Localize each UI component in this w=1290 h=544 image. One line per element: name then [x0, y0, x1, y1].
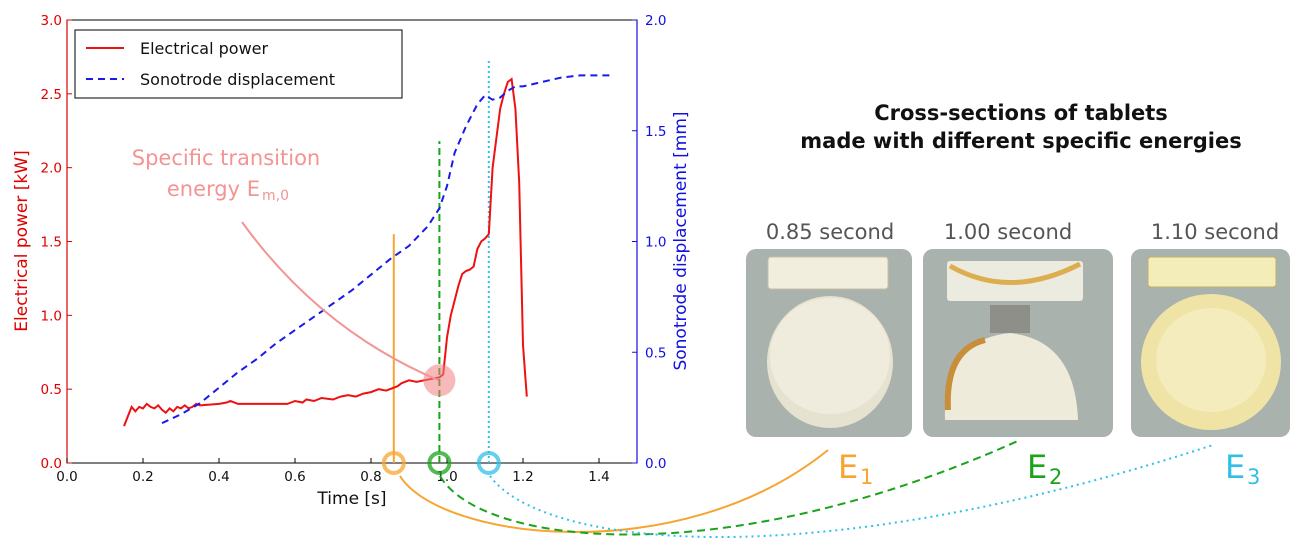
legend-box: [74, 29, 403, 99]
chart-marks: [423, 364, 456, 397]
transition-annotation: Specific transition energy E m,0: [132, 146, 439, 381]
y2-tick-label: 1.0: [645, 235, 666, 251]
annotation-subscript: m,0: [262, 188, 289, 204]
energy-ring-2: [427, 451, 452, 475]
energy-ring-3: [476, 451, 501, 475]
y2-tick-label: 0.5: [645, 345, 666, 361]
duration-label-2: 1.00 second: [944, 220, 1072, 244]
energy-sub-1: 1: [860, 465, 873, 489]
energy-ring-1: [381, 451, 406, 475]
y2-tick-label: 1.5: [645, 124, 666, 140]
x-tick-label: 0.6: [284, 469, 305, 485]
annotation-arrow: [241, 221, 439, 381]
x-tick-label: 0.2: [132, 469, 153, 485]
y-tick-label: 1.5: [41, 235, 62, 251]
x-axis-label: Time [s]: [316, 489, 386, 509]
y-tick-label: 2.0: [41, 161, 62, 177]
tablet-photo-3: [1131, 249, 1290, 437]
connector-e2: [439, 439, 1021, 536]
data-series: [123, 74, 615, 427]
legend-label-power: Electrical power: [140, 39, 269, 58]
y-tick-label: 0.0: [41, 456, 62, 472]
energy-label-3: E: [1225, 448, 1245, 486]
photo-title-line2: made with different specific energies: [800, 129, 1241, 153]
x-tick-label: 1.4: [588, 469, 609, 485]
energy-sub-3: 3: [1247, 465, 1260, 489]
y2-axis-label: Sonotrode displacement [mm]: [671, 111, 691, 370]
y2-tick-label: 0.0: [645, 456, 666, 472]
y-tick-label: 0.5: [41, 382, 62, 398]
duration-label-3: 1.10 second: [1151, 220, 1279, 244]
tablet-photo-1: [746, 249, 912, 437]
duration-label-1: 0.85 second: [766, 220, 894, 244]
displacement-line: [161, 74, 615, 425]
axis-ticks: 0.0 0.2 0.4 0.6 0.8 1.0 1.2 1.4 0.0 0.5 1.0 1.5 2.0 2…: [41, 13, 667, 485]
energy-label-2: E: [1027, 448, 1047, 486]
legend-label-displacement: Sonotrode displacement: [140, 70, 335, 89]
photo-title-line1: Cross-sections of tablets: [874, 101, 1168, 125]
y-axis-label: Electrical power [kW]: [12, 150, 32, 331]
x-tick-label: 0.4: [208, 469, 229, 485]
energy-lines: [381, 59, 501, 475]
y-tick-label: 3.0: [41, 13, 62, 29]
legend: Electrical power Sonotrode displacement: [74, 29, 403, 99]
y2-tick-label: 2.0: [645, 13, 666, 29]
y-tick-label: 1.0: [41, 308, 62, 324]
annotation-line2: energy E: [167, 177, 260, 201]
energy-sub-2: 2: [1049, 465, 1062, 489]
x-tick-label: 0.0: [56, 469, 77, 485]
connector-e1: [399, 449, 829, 533]
photo-section: Cross-sections of tablets made with diff…: [399, 101, 1290, 538]
y-tick-label: 2.5: [41, 87, 62, 103]
x-tick-label: 1.2: [512, 469, 533, 485]
tablet-photo-2: [923, 249, 1113, 437]
energy-label-1: E: [838, 448, 858, 486]
annotation-line1: Specific transition: [132, 146, 320, 170]
x-tick-label: 0.8: [360, 469, 381, 485]
power-line: [123, 77, 528, 427]
transition-marker: [423, 364, 456, 397]
